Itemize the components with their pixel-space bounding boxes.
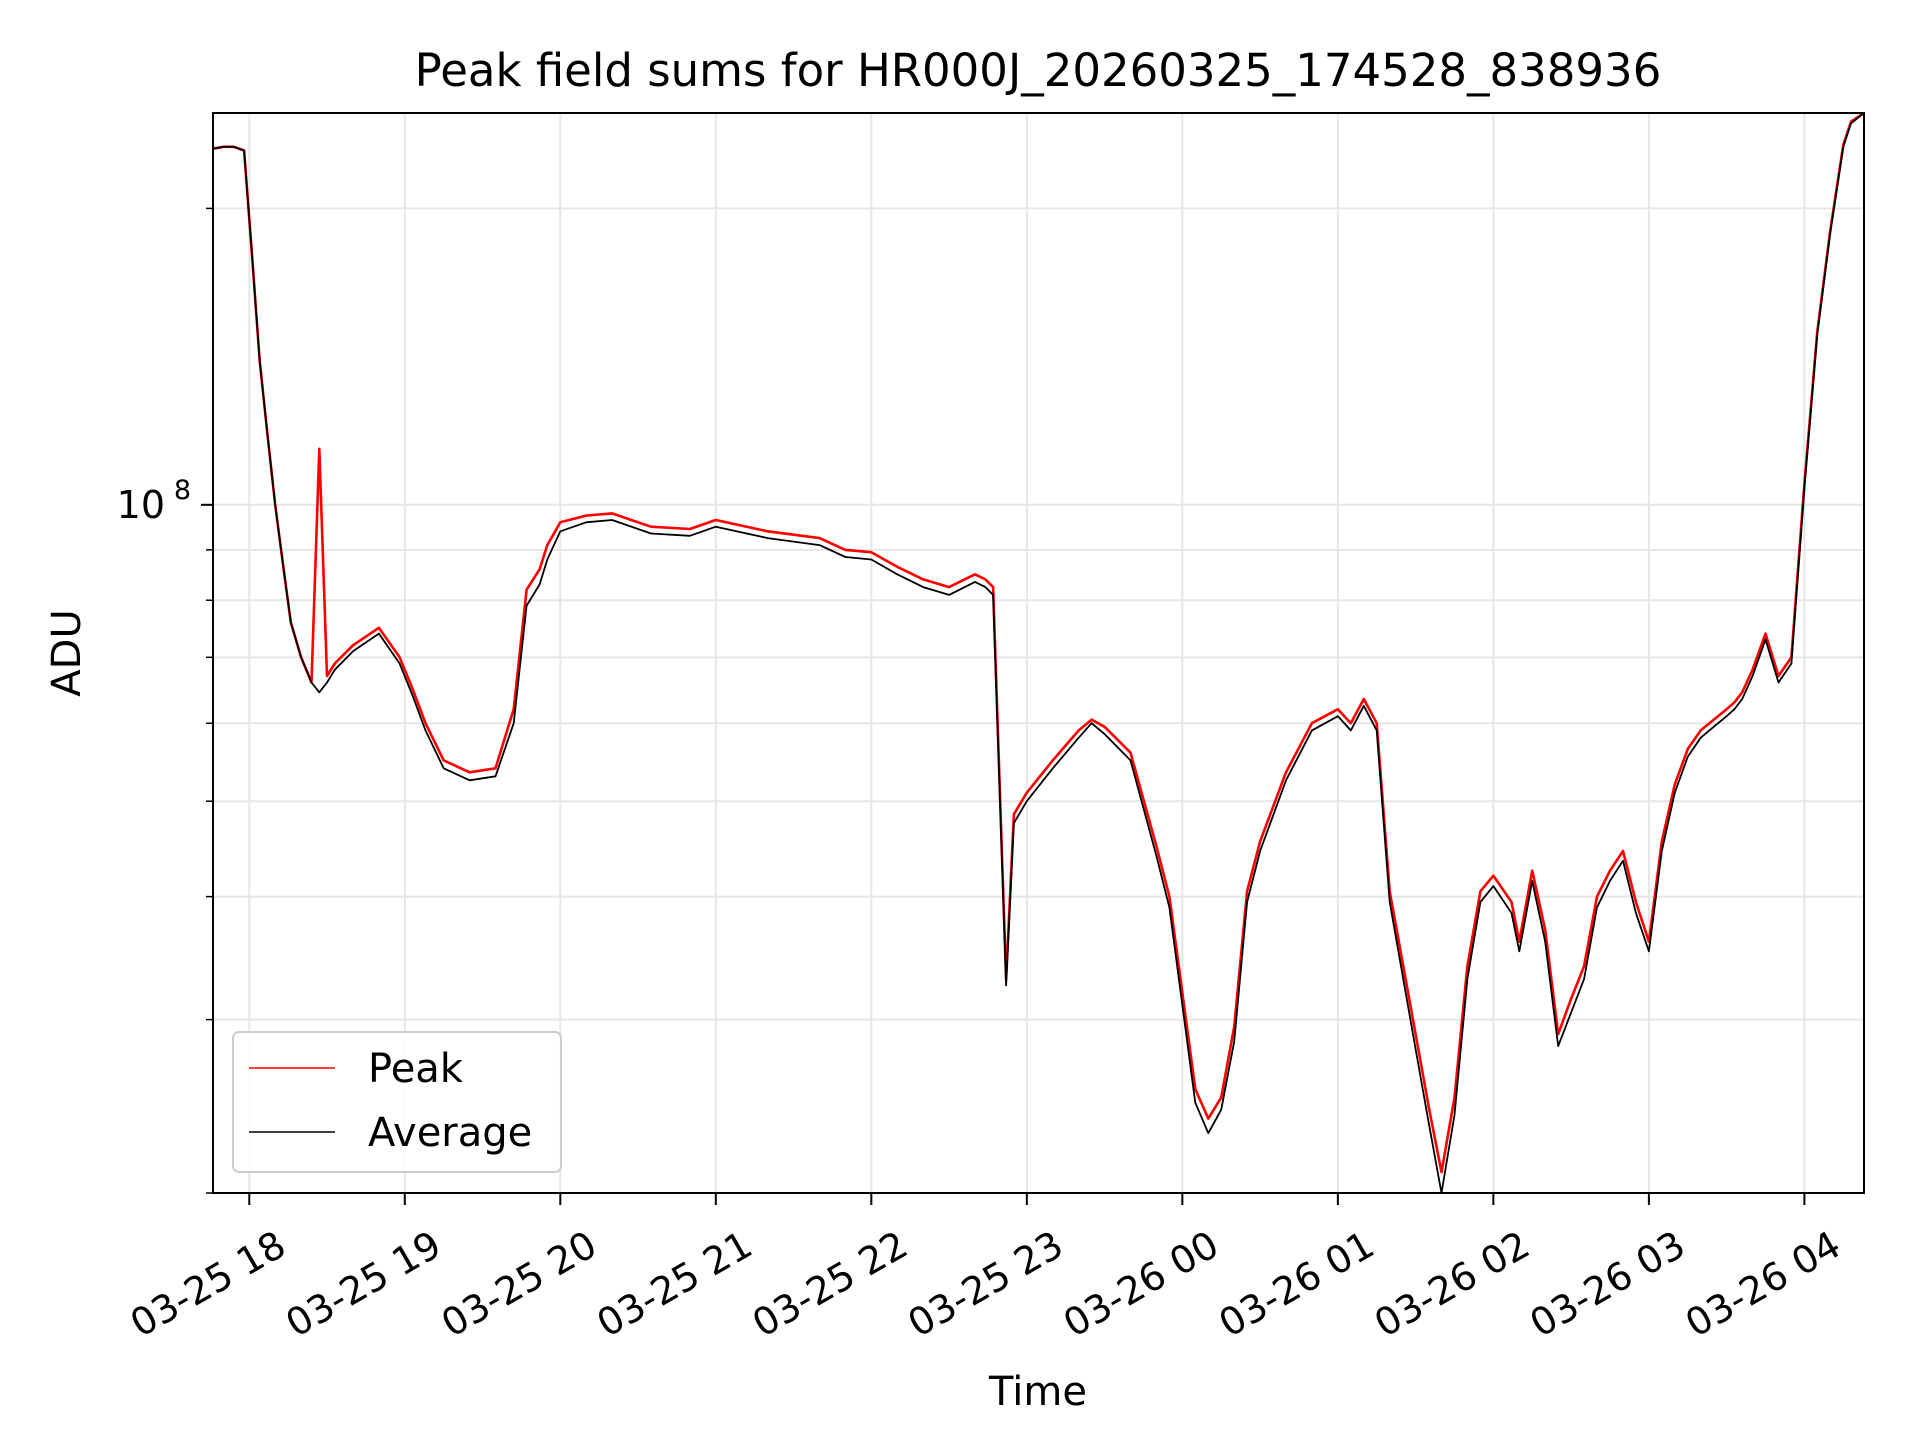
y-axis-label: ADU [44,609,90,696]
series-group [213,113,1864,1193]
y-tick-label-exponent: 8 [174,475,191,506]
legend-label-average: Average [368,1110,532,1156]
y-tick-label: 10 [117,483,165,527]
ticks [201,207,1806,1205]
plot-frame [212,112,1865,1194]
legend: Peak Average [232,1031,562,1173]
series-line-peak [213,113,1864,1174]
plot-area [213,113,1864,1193]
legend-label-peak: Peak [368,1046,464,1092]
chart-title: Peak field sums for HR000J_20260325_1745… [415,44,1662,97]
series-line-average [213,113,1864,1193]
x-axis-label: Time [988,1369,1087,1415]
legend-box [232,1031,562,1173]
